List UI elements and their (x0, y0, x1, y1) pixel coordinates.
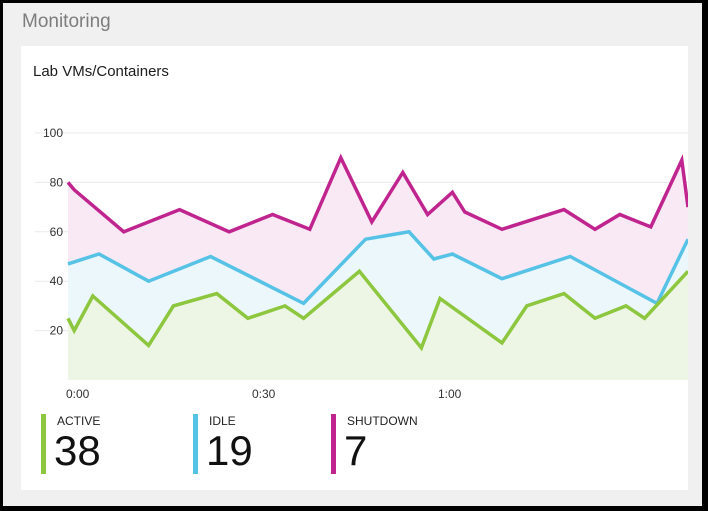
x-tick-label: 0:00 (66, 387, 90, 401)
stat-value: 7 (344, 427, 368, 474)
monitoring-panel: Monitoring 20 40 60 80 100 0:00 0:30 1:00 Lab V… (3, 3, 702, 506)
active-area (68, 271, 688, 380)
y-tick-label: 80 (50, 175, 64, 189)
x-tick-label: 0:30 (252, 387, 276, 401)
stat-label: SHUTDOWN (347, 414, 418, 428)
shutdown-color-bar (331, 414, 336, 474)
shutdown-series-line (66, 153, 688, 234)
lab-vms-card: 20 40 60 80 100 0:00 0:30 1:00 Lab VMs/Containe… (21, 46, 688, 490)
y-tick-label: 60 (50, 225, 64, 239)
idle-color-bar (193, 414, 198, 474)
stat-label: IDLE (209, 414, 236, 428)
stat-label: ACTIVE (57, 414, 101, 428)
section-title: Monitoring (22, 11, 111, 32)
active-color-bar (41, 414, 46, 474)
idle-series-line (67, 229, 688, 306)
lab-vms-chart: 20 40 60 80 100 0:00 0:30 1:00 (35, 126, 688, 401)
stat-value: 19 (206, 427, 253, 474)
active-series-line (66, 268, 688, 352)
stat-value: 38 (54, 427, 101, 474)
card-title: Lab VMs/Containers (33, 63, 169, 80)
y-tick-label: 20 (50, 324, 64, 338)
y-tick-label: 100 (43, 126, 63, 140)
y-tick-label: 40 (50, 274, 64, 288)
x-tick-label: 1:00 (438, 387, 462, 401)
